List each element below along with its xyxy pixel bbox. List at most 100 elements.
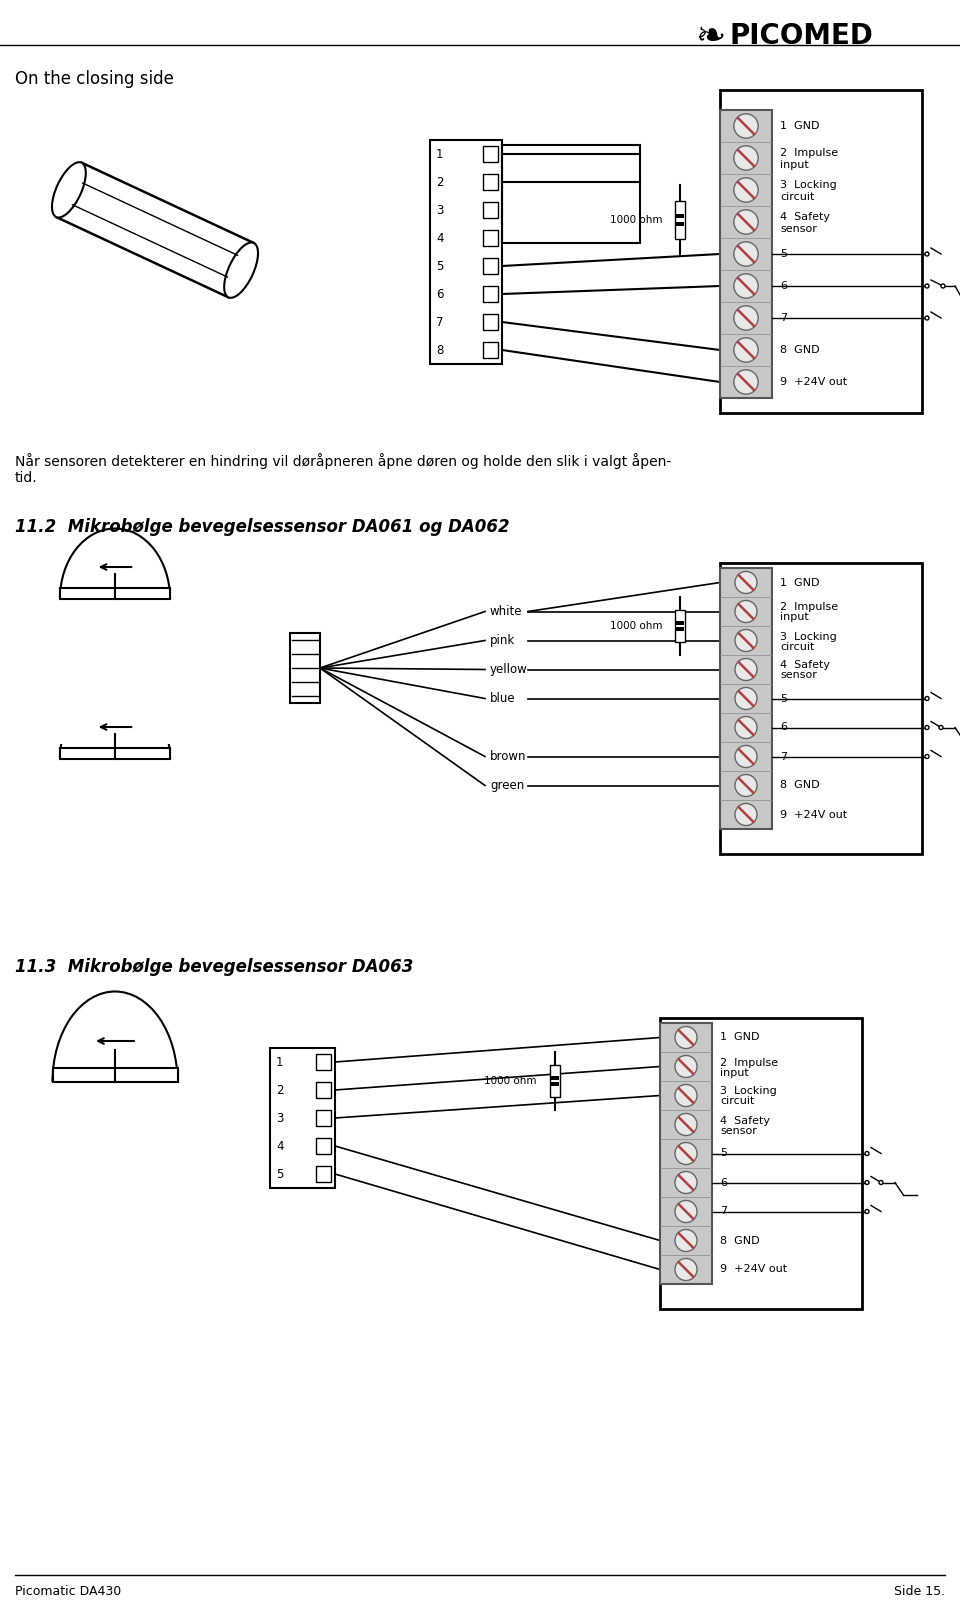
Circle shape <box>735 716 757 739</box>
Circle shape <box>733 274 758 298</box>
Bar <box>53 1068 178 1081</box>
Text: tid.: tid. <box>15 471 37 486</box>
Text: 11.2  Mikrobølge bevegelsessensor DA061 og DA062: 11.2 Mikrobølge bevegelsessensor DA061 o… <box>15 518 510 536</box>
Text: 1: 1 <box>276 1055 283 1068</box>
Text: 3: 3 <box>436 203 444 216</box>
Text: 9  +24V out: 9 +24V out <box>780 377 847 387</box>
Bar <box>53 1068 178 1081</box>
Text: circuit: circuit <box>780 192 814 202</box>
Text: 4: 4 <box>276 1139 283 1153</box>
Text: 9  +24V out: 9 +24V out <box>720 1265 787 1274</box>
Ellipse shape <box>60 689 170 829</box>
Circle shape <box>865 1152 869 1155</box>
Ellipse shape <box>53 992 178 1171</box>
Circle shape <box>939 726 943 729</box>
Text: 6: 6 <box>436 287 444 300</box>
Circle shape <box>925 755 929 758</box>
Circle shape <box>735 774 757 797</box>
Circle shape <box>675 1026 697 1048</box>
Text: 3: 3 <box>276 1111 283 1124</box>
Text: input: input <box>720 1068 749 1077</box>
Circle shape <box>675 1200 697 1223</box>
Bar <box>720 563 922 853</box>
Bar <box>55 758 175 903</box>
Text: white: white <box>490 605 522 618</box>
Bar <box>676 221 684 226</box>
Text: 1  GND: 1 GND <box>780 577 820 587</box>
Circle shape <box>865 1210 869 1213</box>
Bar <box>660 1023 712 1284</box>
Text: 5: 5 <box>436 260 444 273</box>
Circle shape <box>675 1258 697 1281</box>
Circle shape <box>733 210 758 234</box>
Text: On the closing side: On the closing side <box>15 69 174 89</box>
Text: 2  Impulse: 2 Impulse <box>720 1058 779 1068</box>
Bar <box>483 286 498 302</box>
Text: PICOMED: PICOMED <box>730 23 874 50</box>
Text: 4  Safety: 4 Safety <box>720 1116 770 1126</box>
Bar <box>60 589 170 598</box>
Text: 5: 5 <box>780 248 787 260</box>
Circle shape <box>925 726 929 729</box>
Text: sensor: sensor <box>780 671 817 681</box>
Text: brown: brown <box>490 750 526 763</box>
Bar <box>270 1048 335 1189</box>
Circle shape <box>735 658 757 681</box>
Text: 2: 2 <box>276 1084 283 1097</box>
Circle shape <box>735 629 757 652</box>
Text: Når sensoren detekterer en hindring vil døråpneren åpne døren og holde den slik : Når sensoren detekterer en hindring vil … <box>15 453 671 469</box>
Text: green: green <box>490 779 524 792</box>
Circle shape <box>675 1142 697 1165</box>
Text: 1: 1 <box>436 147 444 161</box>
Bar <box>483 147 498 161</box>
Text: 1000 ohm: 1000 ohm <box>610 215 662 224</box>
Ellipse shape <box>60 529 170 668</box>
Text: circuit: circuit <box>720 1097 755 1107</box>
Text: 2: 2 <box>436 176 444 189</box>
Circle shape <box>879 1181 883 1184</box>
Bar <box>483 231 498 245</box>
Bar <box>675 610 685 642</box>
Bar <box>55 598 175 744</box>
Bar <box>551 1076 559 1079</box>
Text: 4  Safety: 4 Safety <box>780 211 830 223</box>
Text: 2  Impulse: 2 Impulse <box>780 148 838 158</box>
Bar <box>502 145 640 244</box>
Bar <box>676 621 684 624</box>
Bar <box>660 1018 862 1310</box>
Text: 6: 6 <box>780 281 787 290</box>
Text: 2  Impulse: 2 Impulse <box>780 603 838 613</box>
Text: 5: 5 <box>720 1148 727 1158</box>
Circle shape <box>733 242 758 266</box>
Text: 7: 7 <box>436 316 444 329</box>
Circle shape <box>735 803 757 826</box>
Bar <box>316 1139 331 1153</box>
Circle shape <box>925 284 929 289</box>
Text: circuit: circuit <box>780 642 814 652</box>
Bar <box>316 1082 331 1098</box>
Text: input: input <box>780 613 808 623</box>
Circle shape <box>675 1229 697 1252</box>
Text: yellow: yellow <box>490 663 528 676</box>
Text: 3  Locking: 3 Locking <box>720 1087 777 1097</box>
Circle shape <box>733 369 758 394</box>
Text: Picomatic DA430: Picomatic DA430 <box>15 1586 121 1598</box>
Text: 6: 6 <box>780 723 787 732</box>
Bar <box>720 110 772 398</box>
Bar <box>483 315 498 329</box>
Circle shape <box>925 252 929 256</box>
Bar <box>483 174 498 190</box>
Circle shape <box>925 316 929 319</box>
Bar <box>316 1166 331 1182</box>
Circle shape <box>735 745 757 768</box>
Text: 6: 6 <box>720 1177 727 1187</box>
Text: 9  +24V out: 9 +24V out <box>780 810 847 819</box>
Text: 7: 7 <box>780 752 787 761</box>
Circle shape <box>733 337 758 363</box>
Text: input: input <box>780 160 808 169</box>
Circle shape <box>735 571 757 594</box>
Text: 8  GND: 8 GND <box>780 781 820 790</box>
Circle shape <box>733 115 758 139</box>
Text: Side 15.: Side 15. <box>894 1586 945 1598</box>
Bar <box>551 1082 559 1086</box>
